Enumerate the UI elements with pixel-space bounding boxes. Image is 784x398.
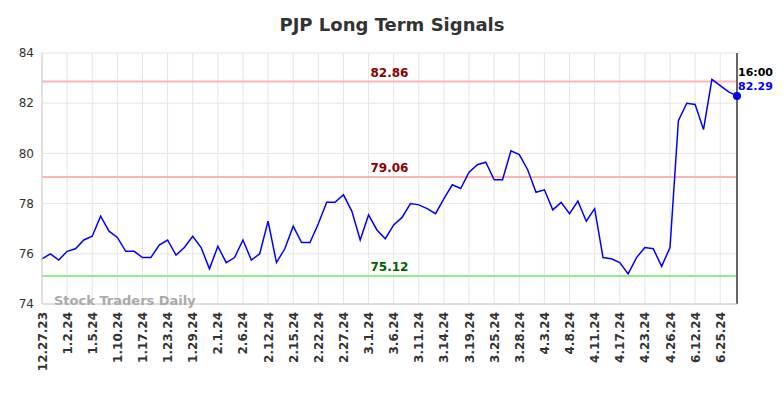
svg-text:84: 84 (19, 46, 34, 60)
svg-text:82: 82 (19, 96, 34, 110)
svg-text:75.12: 75.12 (371, 260, 409, 274)
html-text:PJP Long Term Signals: PJP Long Term Signals (279, 14, 505, 35)
svg-text:4.11.24: 4.11.24 (588, 312, 602, 363)
svg-text:6.25.24: 6.25.24 (714, 312, 728, 363)
svg-text:4.26.24: 4.26.24 (664, 312, 678, 363)
svg-text:2.1.24: 2.1.24 (211, 312, 225, 355)
svg-text:4.17.24: 4.17.24 (613, 312, 627, 363)
svg-text:4.8.24: 4.8.24 (563, 312, 577, 355)
svg-text:1.5.24: 1.5.24 (86, 312, 100, 355)
svg-text:1.29.24: 1.29.24 (186, 312, 200, 363)
html-text:Stock Traders Daily: Stock Traders Daily (54, 293, 196, 308)
svg-text:82.86: 82.86 (371, 66, 409, 80)
svg-text:78: 78 (19, 197, 34, 211)
svg-text:82.29: 82.29 (738, 80, 773, 93)
svg-text:6.12.24: 6.12.24 (689, 312, 703, 363)
svg-text:4.3.24: 4.3.24 (538, 312, 552, 355)
svg-text:3.28.24: 3.28.24 (513, 312, 527, 363)
svg-text:4.23.24: 4.23.24 (638, 312, 652, 363)
svg-text:3.25.24: 3.25.24 (488, 312, 502, 363)
svg-text:79.06: 79.06 (371, 161, 409, 175)
svg-text:3.14.24: 3.14.24 (437, 312, 451, 363)
svg-text:1.10.24: 1.10.24 (111, 312, 125, 363)
svg-text:80: 80 (19, 147, 34, 161)
svg-text:2.6.24: 2.6.24 (236, 312, 250, 355)
svg-text:2.15.24: 2.15.24 (287, 312, 301, 363)
svg-text:1.23.24: 1.23.24 (161, 312, 175, 363)
svg-text:3.11.24: 3.11.24 (412, 312, 426, 363)
svg-text:16:00: 16:00 (738, 66, 773, 79)
svg-text:2.27.24: 2.27.24 (337, 312, 351, 363)
svg-text:3.19.24: 3.19.24 (463, 312, 477, 363)
svg-text:3.1.24: 3.1.24 (362, 312, 376, 355)
svg-text:74: 74 (19, 297, 34, 311)
svg-text:2.22.24: 2.22.24 (312, 312, 326, 363)
svg-text:1.2.24: 1.2.24 (61, 312, 75, 355)
svg-text:12.27.23: 12.27.23 (36, 312, 50, 371)
svg-text:2.12.24: 2.12.24 (262, 312, 276, 363)
svg-text:3.6.24: 3.6.24 (387, 312, 401, 355)
svg-text:76: 76 (19, 247, 34, 261)
svg-text:1.17.24: 1.17.24 (136, 312, 150, 363)
